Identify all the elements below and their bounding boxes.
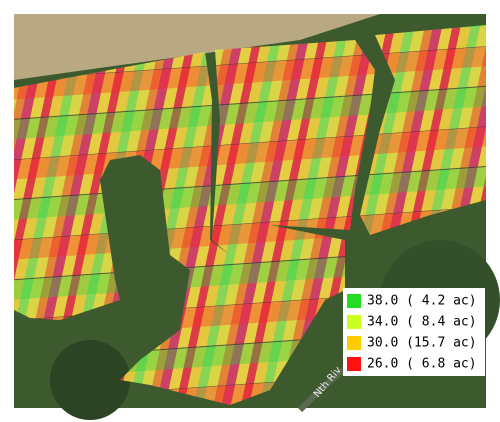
legend-swatch <box>347 336 361 350</box>
legend-label: 26.0 ( 6.8 ac) <box>367 357 477 372</box>
legend-label: 34.0 ( 8.4 ac) <box>367 315 477 330</box>
legend-label: 38.0 ( 4.2 ac) <box>367 294 477 309</box>
legend-box <box>343 288 485 376</box>
legend-swatch <box>347 315 361 329</box>
legend: 38.0 ( 4.2 ac) 34.0 ( 8.4 ac) 30.0 (15.7 a… <box>343 288 485 376</box>
legend-swatch <box>347 357 361 371</box>
legend-swatch <box>347 294 361 308</box>
legend-label: 30.0 (15.7 ac) <box>367 336 477 351</box>
